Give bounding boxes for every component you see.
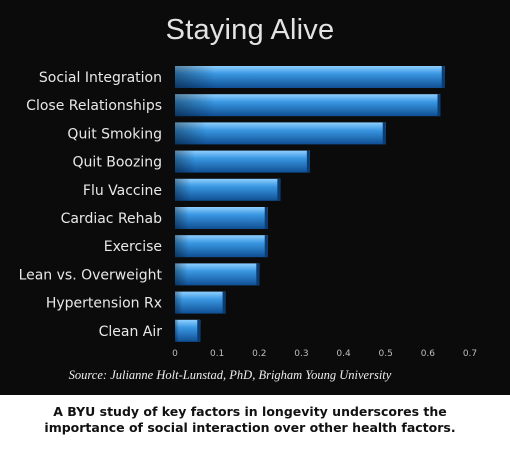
category-label-4: Flu Vaccine: [83, 183, 162, 199]
category-label-2: Quit Smoking: [67, 126, 162, 142]
chart-title: Staying Alive: [165, 14, 335, 46]
caption-line-2: importance of social interaction over ot…: [44, 420, 456, 435]
category-label-1: Close Relationships: [26, 98, 162, 114]
bar-shade-9: [175, 319, 201, 342]
x-axis-ticks: 0 0.1 0.2 0.3 0.4 0.5 0.6 0.7: [172, 349, 477, 359]
source-text: Source: Julianne Holt-Lunstad, PhD, Brig…: [68, 368, 392, 382]
bars-group: [175, 66, 445, 342]
bar-shade-0: [175, 66, 445, 88]
tick-label-6: 0.6: [421, 349, 436, 359]
tick-label-5: 0.5: [379, 349, 393, 359]
bar-shade-3: [175, 150, 310, 173]
bar-shade-8: [175, 291, 226, 314]
tick-label-3: 0.3: [294, 349, 308, 359]
bar-edge-7: [256, 263, 260, 286]
caption-line-1: A BYU study of key factors in longevity …: [53, 404, 447, 419]
tick-label-0: 0: [172, 349, 178, 359]
bar-edge-3: [306, 150, 310, 173]
bar-shade-6: [175, 235, 268, 258]
bar-edge-0: [441, 66, 445, 88]
chart-panel: Staying Alive Social Integration Close Re…: [0, 0, 510, 395]
tick-label-1: 0.1: [210, 349, 224, 359]
bar-edge-1: [437, 94, 441, 117]
category-label-5: Cardiac Rehab: [61, 211, 163, 227]
bar-edge-8: [222, 291, 226, 314]
bar-shade-2: [175, 122, 386, 145]
bar-edge-4: [277, 178, 281, 201]
bar-shade-5: [175, 207, 268, 229]
bar-edge-2: [382, 122, 386, 145]
tick-label-4: 0.4: [336, 349, 351, 359]
category-label-8: Hypertension Rx: [46, 296, 162, 312]
tick-label-7: 0.7: [463, 349, 477, 359]
bar-shade-7: [175, 263, 260, 286]
category-label-6: Exercise: [104, 239, 162, 255]
category-label-7: Lean vs. Overweight: [19, 267, 163, 283]
category-label-9: Clean Air: [99, 324, 163, 340]
tick-label-2: 0.2: [252, 349, 266, 359]
category-labels: Social Integration Close Relationships Qui…: [19, 70, 163, 340]
bar-chart: Social Integration Close Relationships Qui…: [19, 66, 477, 359]
bar-shade-1: [175, 94, 441, 117]
category-label-0: Social Integration: [39, 70, 162, 86]
bar-edge-6: [264, 235, 268, 258]
bar-shade-4: [175, 178, 281, 201]
caption: A BYU study of key factors in longevity …: [0, 404, 500, 436]
bar-edge-5: [264, 207, 268, 229]
category-label-3: Quit Boozing: [73, 155, 162, 171]
bar-edge-9: [197, 319, 201, 342]
